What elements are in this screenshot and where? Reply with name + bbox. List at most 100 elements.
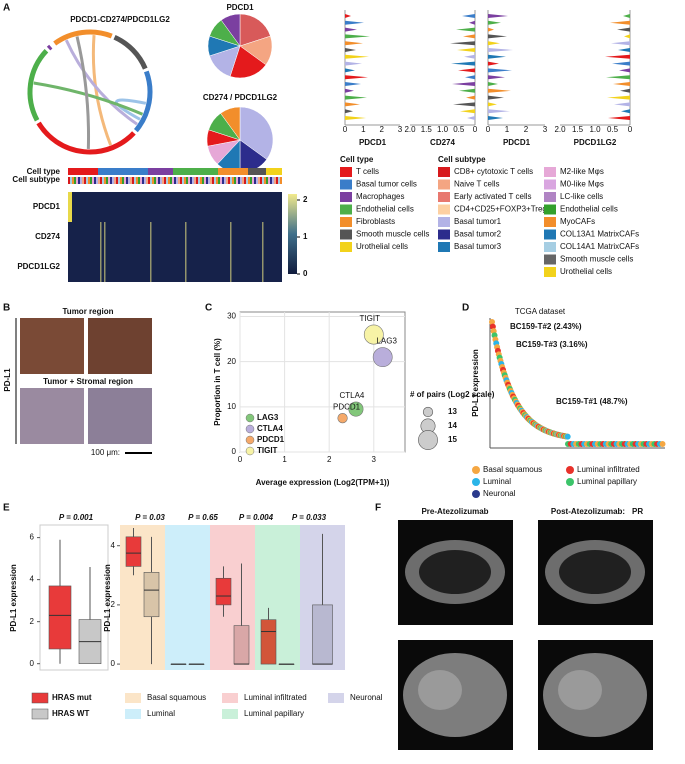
legend-label: Fibroblasts [356, 217, 395, 226]
cell-subtype-bar [246, 177, 248, 184]
violin [488, 48, 513, 52]
legend-label: M2-like Mφs [560, 167, 604, 176]
cell-subtype-bar [218, 177, 220, 184]
violin-tick: 0 [343, 125, 348, 134]
pie-wedge [239, 106, 274, 160]
violin-tick: 1 [505, 125, 510, 134]
violin-tick: 0 [473, 125, 478, 134]
image-title: Tumor region [63, 307, 114, 316]
size-legend-label: 13 [448, 407, 457, 416]
legend-label: MyoCAFs [560, 217, 595, 226]
cell-subtype-bar [258, 177, 260, 184]
violin [488, 27, 494, 32]
y-tick-label: 10 [227, 402, 236, 411]
cell-subtype-bar [168, 177, 170, 184]
violin [612, 61, 630, 66]
cell-subtype-bar [274, 177, 276, 184]
violin [469, 20, 475, 25]
bubble [372, 347, 393, 368]
violin [459, 88, 475, 93]
legend-label: Basal squamous [147, 693, 206, 702]
legend-swatch [340, 179, 352, 190]
cell-subtype-bar [158, 177, 160, 184]
legend-swatch [544, 242, 556, 252]
panel-label: F [375, 503, 381, 514]
bubble-label: PDCD1 [333, 402, 361, 411]
violin [606, 75, 630, 80]
legend-marker [245, 413, 255, 423]
chord-link [64, 39, 138, 126]
cell-subtype-bar [148, 177, 150, 184]
violin-tick: 0.5 [453, 125, 465, 134]
legend-label: Endothelial cells [560, 205, 618, 214]
violin [460, 109, 475, 114]
cell-subtype-bar [124, 177, 126, 184]
cell-subtype-bar [276, 177, 278, 184]
y-tick-label: 20 [227, 357, 236, 366]
box [48, 585, 72, 650]
cell-subtype-bar [206, 177, 208, 184]
cell-subtype-bar [280, 177, 282, 184]
legend-marker [245, 446, 255, 456]
violin-tick: 2.0 [554, 125, 566, 134]
legend-swatch [438, 242, 450, 252]
cell-subtype-bar [204, 177, 206, 184]
cell-subtype-bar [220, 177, 222, 184]
legend-swatch [544, 204, 556, 215]
cell-subtype-bar [250, 177, 252, 184]
cell-subtype-bar [118, 177, 120, 184]
box [125, 536, 142, 567]
cell-type-bar [173, 168, 218, 175]
violin [488, 20, 501, 25]
legend-label: Neuronal [483, 489, 516, 498]
cell-subtype-bar [268, 177, 270, 184]
cell-subtype-bar [240, 177, 242, 184]
legend-swatch [438, 167, 450, 177]
cell-subtype-bar [104, 177, 106, 184]
legend-label: HRAS WT [52, 709, 89, 718]
legend-swatch [125, 693, 141, 703]
violin [345, 34, 370, 39]
violin [345, 116, 366, 120]
x-tick-label: 2 [327, 455, 332, 464]
box [143, 572, 160, 618]
chord-arc [27, 49, 49, 122]
violin [467, 116, 475, 120]
cell-type-bar [68, 168, 98, 175]
image-title: Pre-Atezolizumab [421, 507, 488, 516]
cell-subtype-bar [138, 177, 140, 184]
sample-dot [489, 323, 496, 330]
chord-arc [133, 70, 153, 133]
cell-subtype-bar [234, 177, 236, 184]
cell-subtype-bar [226, 177, 228, 184]
chord-arc [113, 34, 148, 70]
heatmap-row-label: PDCD1LG2 [17, 262, 60, 271]
p-value: P = 0.033 [292, 513, 327, 522]
violin [488, 34, 507, 39]
cell-subtype-bar [200, 177, 202, 184]
pie-wedge [220, 106, 241, 141]
legend-label: Luminal infiltrated [577, 465, 640, 474]
legend-label: Urothelial cells [560, 267, 612, 276]
cell-subtype-bar [126, 177, 128, 184]
p-value: P = 0.03 [135, 513, 165, 522]
legend-swatch [544, 254, 556, 265]
cell-subtype-bar [70, 177, 72, 184]
cell-subtype-bar [270, 177, 272, 184]
violin-tick: 0.5 [607, 125, 619, 134]
chord-arc [46, 44, 53, 51]
cell-subtype-bar [264, 177, 266, 184]
legend-swatch [438, 229, 450, 240]
cell-subtype-bar [128, 177, 130, 184]
image-title: Post-Atezolizumab: [551, 507, 625, 516]
cell-subtype-bar [186, 177, 188, 184]
legend-swatch [340, 217, 352, 227]
legend-label: Basal tumor3 [454, 242, 502, 251]
violin [613, 82, 630, 86]
violin [610, 20, 630, 25]
cell-subtype-bar [244, 177, 246, 184]
violin [488, 54, 506, 59]
violin [464, 54, 475, 59]
chord-arc [53, 29, 113, 46]
bubble-label: LAG3 [376, 337, 397, 346]
